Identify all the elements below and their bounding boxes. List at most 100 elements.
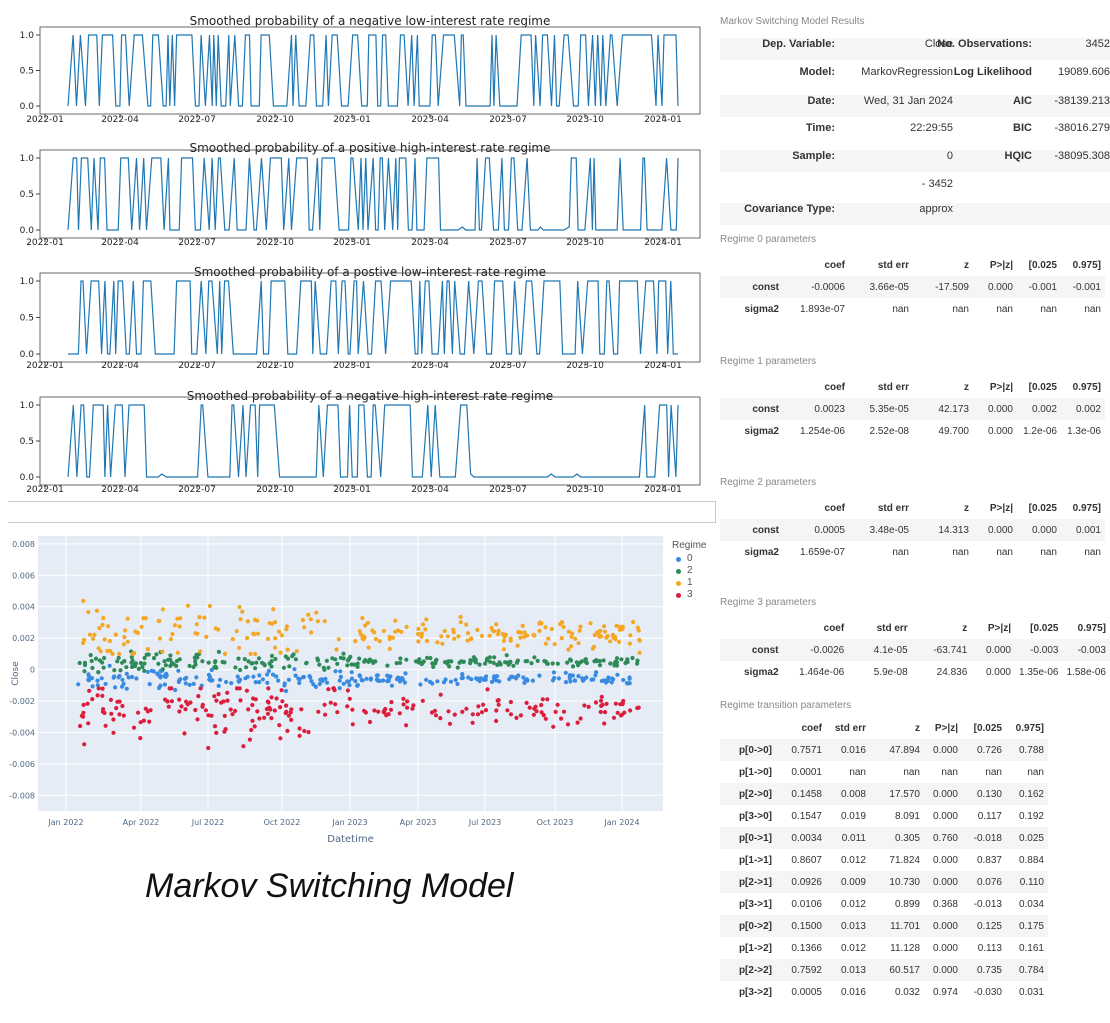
scatter-point	[619, 657, 624, 662]
scatter-point	[271, 607, 276, 612]
legend-item-1[interactable]: 1	[672, 577, 706, 589]
scatter-point	[257, 680, 262, 685]
column-header: P>|z|	[934, 722, 958, 734]
scatter-point	[266, 668, 271, 674]
scatter-point	[419, 631, 424, 636]
parameter-table: coef std err z P>|z| [0.025 0.975] const -0.002…	[720, 617, 1110, 683]
scatter-point	[265, 680, 270, 685]
scatter-point	[479, 633, 484, 638]
scatter-point	[382, 710, 387, 715]
scatter-point	[131, 725, 137, 730]
scatter-point	[196, 694, 201, 699]
scatter-point	[566, 629, 571, 634]
scatter-point	[431, 664, 436, 669]
scatter-point	[168, 663, 173, 668]
cell-value: nan	[952, 303, 969, 315]
scatter-point	[404, 624, 409, 629]
scatter-point	[250, 661, 255, 666]
scatter-point	[240, 609, 245, 614]
scatter-point	[479, 710, 485, 715]
cell-value: 0.076	[962, 871, 1006, 893]
x-tick-label: 2023-04	[411, 238, 449, 248]
scatter-point	[278, 650, 283, 655]
plot-frame	[39, 272, 701, 363]
cell-value: -0.013	[973, 898, 1002, 910]
scatter-point	[362, 659, 367, 664]
scatter-point	[253, 666, 258, 671]
scatter-point	[592, 632, 597, 638]
scatter-point	[282, 683, 287, 688]
y-tick-label: 0.0	[20, 102, 35, 112]
scatter-point	[578, 716, 583, 721]
scatter-point	[210, 678, 215, 683]
legend-item-0[interactable]: 0	[672, 553, 706, 565]
scatter-point	[176, 668, 181, 673]
scatter-point	[529, 661, 534, 666]
scatter-point	[245, 619, 250, 624]
scatter-point	[338, 655, 343, 660]
scatter-point	[410, 706, 415, 711]
smoothed-probability-charts: Smoothed probability of a negative low-i…	[20, 14, 701, 495]
x-tick-label: 2022-07	[178, 115, 216, 125]
y-tick-label: 0.0	[20, 226, 35, 236]
column-header: 0.975]	[1072, 259, 1101, 271]
chart-title: Smoothed probability of a negative high-…	[187, 389, 553, 403]
scatter-point	[598, 698, 604, 703]
scatter-point	[168, 637, 173, 642]
scatter-point	[193, 659, 198, 664]
scatter-point	[360, 616, 365, 621]
scatter-point	[145, 669, 150, 674]
scatter-point	[219, 700, 224, 705]
scatter-point	[90, 665, 95, 671]
scatter-point	[611, 715, 617, 720]
scatter-point	[129, 660, 134, 665]
scatter-point	[293, 657, 298, 662]
column-header: P>|z|	[987, 622, 1011, 634]
scatter-point	[468, 658, 473, 663]
scatter-point	[96, 646, 101, 651]
scatter-point	[300, 675, 305, 680]
cell-value: 0.012	[840, 942, 866, 954]
x-tick-label: 2022-01	[26, 115, 64, 125]
scatter-point	[314, 610, 319, 615]
cell-value: 0.000	[973, 398, 1017, 420]
scatter-point	[390, 635, 396, 640]
scatter-point	[613, 637, 618, 642]
scatter-point	[286, 713, 291, 718]
scatter-point	[287, 664, 292, 669]
parameter-table: coef std err z P>|z| [0.025 0.975] p[0->0] 0.75…	[720, 717, 1048, 1003]
scatter-point	[568, 679, 573, 684]
scatter-point	[185, 603, 191, 608]
scatter-point	[100, 660, 105, 665]
cell-value: 0.837	[976, 854, 1002, 866]
x-tick-label: 2023-07	[489, 238, 527, 248]
scatter-point	[338, 669, 343, 674]
scatter-point	[604, 701, 609, 706]
scatter-point	[530, 678, 536, 683]
legend-item-2[interactable]: 2	[672, 565, 706, 577]
x-tick-label: Apr 2022	[123, 818, 160, 827]
scatter-point	[113, 632, 118, 637]
scatter-point	[200, 702, 205, 707]
summary-label: Dep. Variable:	[762, 38, 835, 50]
scatter-point	[225, 690, 230, 695]
scatter-point	[333, 669, 338, 674]
scatter-point	[284, 624, 289, 629]
scatter-point	[214, 665, 219, 670]
scatter-point	[278, 705, 283, 710]
scatter-point	[142, 661, 147, 666]
scatter-point	[246, 659, 251, 664]
legend-item-3[interactable]: 3	[672, 589, 706, 601]
scatter-point	[136, 710, 141, 715]
cell-value: 0.000	[971, 639, 1015, 661]
scatter-point	[455, 681, 460, 687]
scatter-point	[566, 647, 571, 652]
parameter-table: coef std err z P>|z| [0.025 0.975] const 0.0005…	[720, 497, 1105, 563]
scatter-point	[94, 608, 100, 613]
scatter-point	[309, 630, 314, 635]
scatter-point	[88, 653, 93, 658]
scatter-point	[237, 604, 242, 610]
scatter-point	[602, 721, 607, 726]
column-header: [0.025	[1028, 502, 1057, 514]
cell-value: 0.000	[987, 425, 1013, 437]
